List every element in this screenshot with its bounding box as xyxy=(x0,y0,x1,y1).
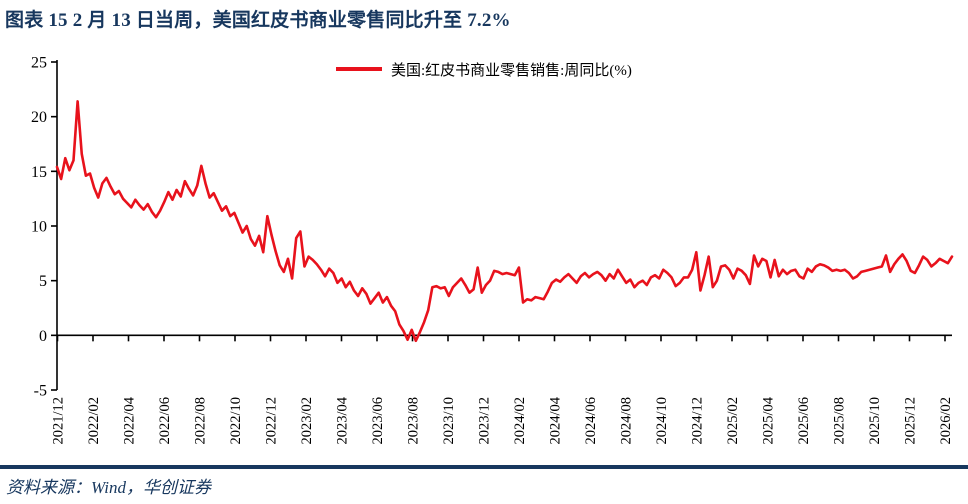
x-tick-label: 2024/10 xyxy=(654,397,670,445)
x-tick-label: 2025/10 xyxy=(867,397,883,445)
y-tick-label: 5 xyxy=(39,273,47,290)
x-tick-label: 2023/02 xyxy=(299,397,315,445)
x-tick-label: 2025/04 xyxy=(761,396,777,444)
x-tick-label: 2024/12 xyxy=(690,397,706,445)
figure-title: 图表 15 2 月 13 日当周，美国红皮书商业零售同比升至 7.2% xyxy=(5,10,511,31)
x-tick-label: 2023/12 xyxy=(477,397,493,445)
x-tick-label: 2021/12 xyxy=(51,397,67,445)
y-tick-label: 25 xyxy=(31,55,47,72)
x-tick-label: 2023/06 xyxy=(370,397,386,445)
x-tick-label: 2022/12 xyxy=(264,397,280,445)
x-tick-label: 2022/04 xyxy=(122,396,138,444)
y-tick-label: 0 xyxy=(39,328,47,345)
y-tick-label: 15 xyxy=(31,164,47,181)
y-tick-label: 20 xyxy=(31,109,47,126)
y-tick-label: 10 xyxy=(31,219,47,236)
series-line xyxy=(55,100,954,343)
footer-divider xyxy=(0,465,968,469)
x-tick-label: 2025/08 xyxy=(832,397,848,445)
x-tick-label: 2024/04 xyxy=(548,396,564,444)
x-tick-label: 2026/02 xyxy=(938,397,954,445)
x-tick-label: 2022/08 xyxy=(193,397,209,445)
x-tick-label: 2023/04 xyxy=(335,396,351,444)
legend-line-swatch xyxy=(336,67,382,71)
x-tick-label: 2024/02 xyxy=(512,397,528,445)
x-tick-label: 2023/08 xyxy=(406,397,422,445)
x-tick-label: 2022/06 xyxy=(157,397,173,445)
x-tick-label: 2024/06 xyxy=(583,397,599,445)
x-tick-label: 2025/06 xyxy=(796,397,812,445)
x-tick-label: 2022/02 xyxy=(86,397,102,445)
x-tick-label: 2023/10 xyxy=(441,397,457,445)
chart: 25 20 15 10 5 0 -5 2021/12 2022/02 2022/04 2022/06… xyxy=(0,48,968,464)
legend-series-label: 美国:红皮书商业零售销售:周同比(%) xyxy=(391,62,632,79)
source-note: 资料来源：Wind，华创证券 xyxy=(6,478,211,497)
x-tick-label: 2025/12 xyxy=(903,397,919,445)
x-tick-label: 2025/02 xyxy=(725,397,741,445)
x-tick-label: 2024/08 xyxy=(619,397,635,445)
chart-legend: 美国:红皮书商业零售销售:周同比(%) xyxy=(336,60,632,79)
x-tick-label: 2022/10 xyxy=(228,397,244,445)
y-tick-label: -5 xyxy=(34,383,47,400)
